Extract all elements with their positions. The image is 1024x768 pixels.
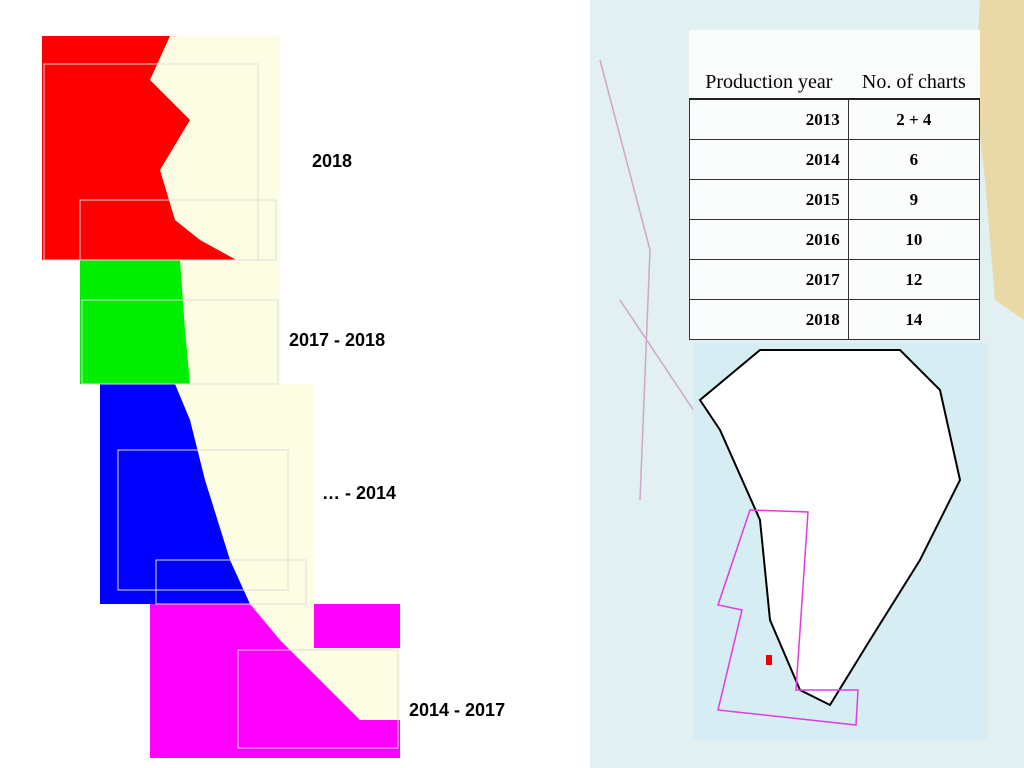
cell: 6 [847,139,981,180]
row: 2017 12 [689,259,981,300]
cell: 9 [847,179,981,220]
cell: 2 + 4 [847,98,981,140]
cell: 2016 [689,219,849,260]
row: 2018 14 [689,299,981,340]
route-line [599,59,701,501]
row: 2014 6 [689,139,981,180]
row: 2013 2 + 4 [689,98,981,140]
cell: 10 [847,219,981,260]
row: 2016 10 [689,219,981,260]
cell: 2017 [689,259,849,300]
header: No. of charts [861,71,966,93]
cell: 2015 [689,179,849,220]
cell: 12 [847,259,981,300]
label: 2014 - 2017 [409,700,506,720]
greenland [698,349,962,707]
cell: 2013 [689,98,849,140]
land [975,0,1024,320]
label: … - 2014 [322,483,397,503]
cell: 14 [847,299,981,340]
row: 2015 9 [689,179,981,220]
land [150,36,400,720]
highlight [766,655,772,665]
cell: 2014 [689,139,849,180]
chart-outlines [43,63,399,749]
label: 2018 [312,151,353,171]
survey-area [717,509,859,726]
header: Production year [705,71,833,93]
cell: 2018 [689,299,849,340]
label: 2017 - 2018 [289,330,386,350]
